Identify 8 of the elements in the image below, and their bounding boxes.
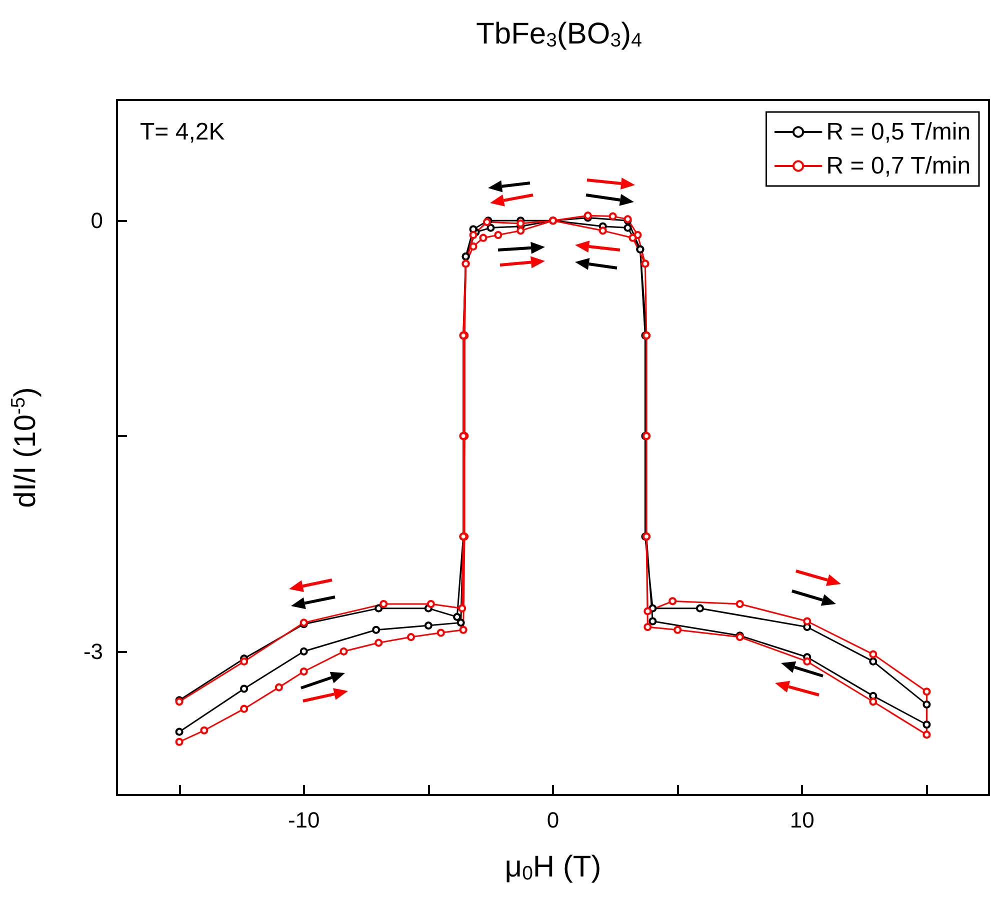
annotation: T= 4,2K <box>140 118 225 146</box>
x-tick-label: 10 <box>790 808 814 832</box>
x-tick-label: -10 <box>288 808 320 832</box>
x-tick-label: 0 <box>546 808 560 832</box>
legend-label: R = 0,5 T/min <box>826 118 971 146</box>
y-axis-title: dI/I (10-5) <box>8 387 42 508</box>
legend-label: R = 0,7 T/min <box>826 152 971 180</box>
y-tick-label: -3 <box>83 638 103 664</box>
